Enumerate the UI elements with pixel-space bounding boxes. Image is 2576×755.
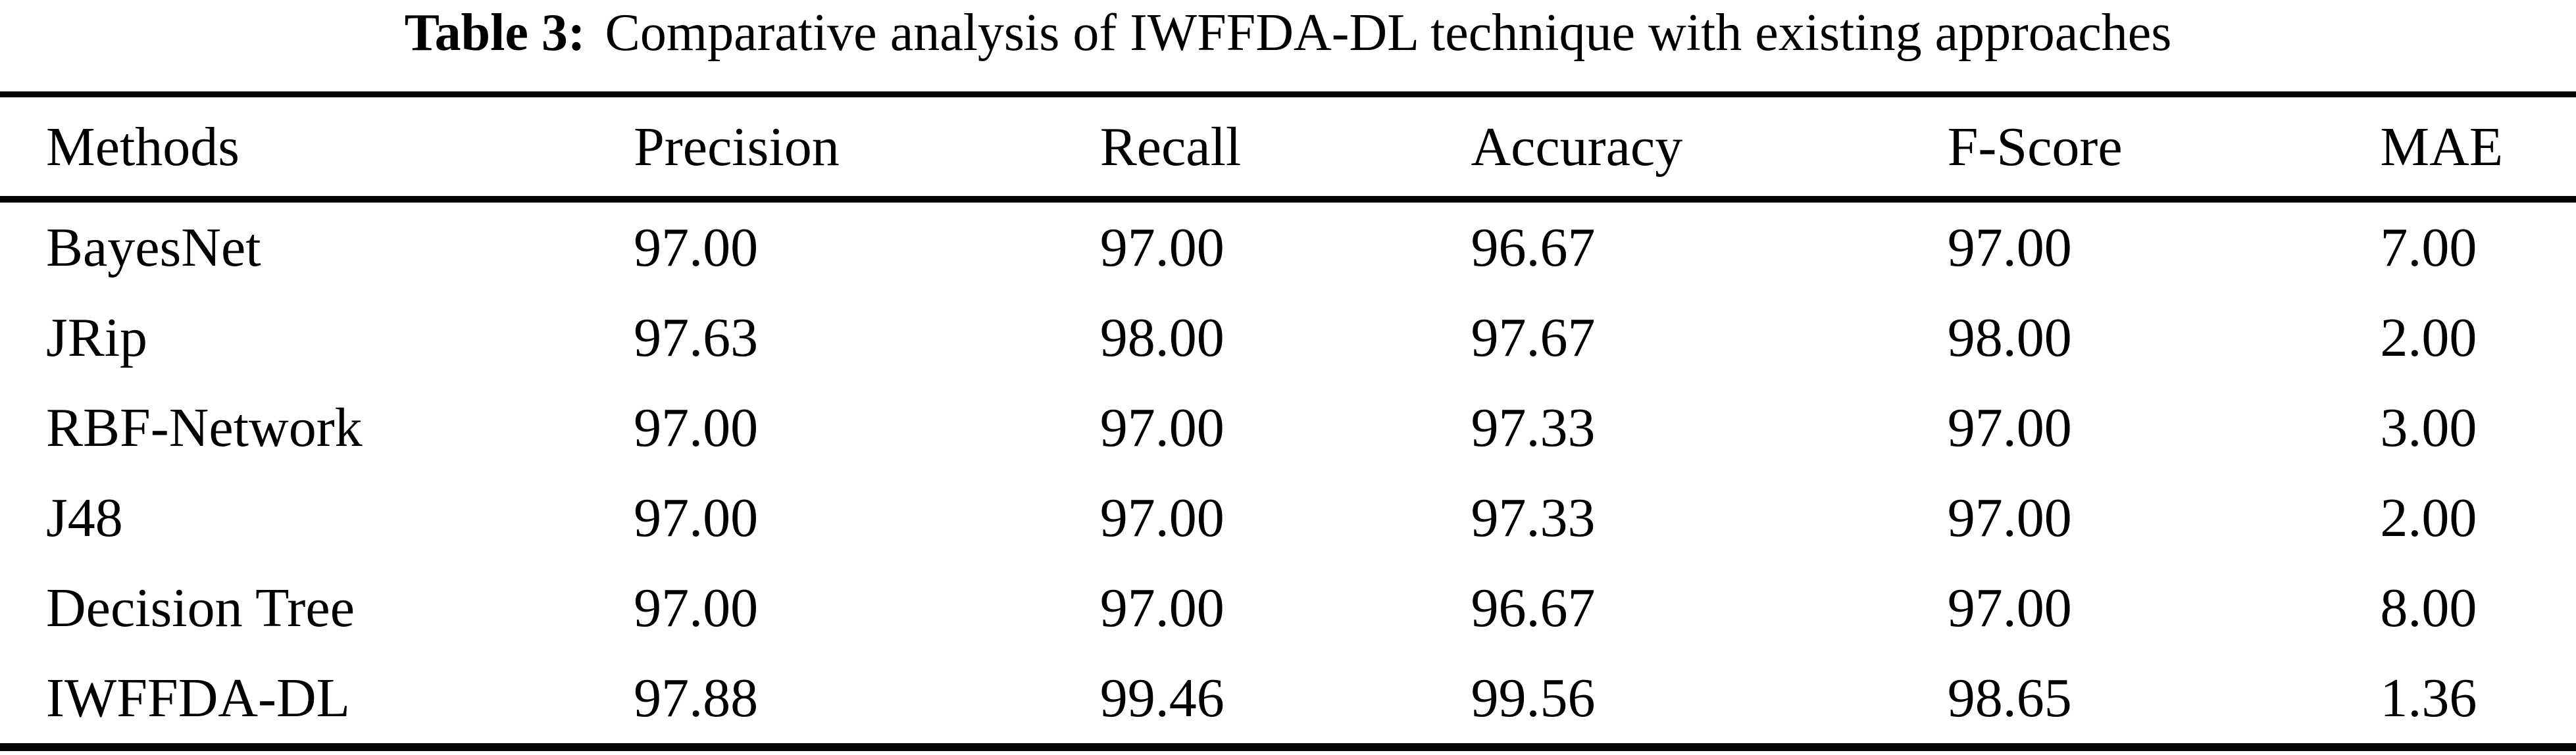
column-header-mae: MAE [2380, 94, 2576, 203]
table-row: Decision Tree 97.00 97.00 96.67 97.00 8.… [0, 563, 2576, 653]
table-caption: Table 3: Comparative analysis of IWFFDA-D… [0, 0, 2576, 91]
cell-mae: 3.00 [2380, 397, 2477, 458]
cell-accuracy: 99.56 [1471, 668, 1596, 729]
cell-method: JRip [46, 307, 148, 368]
cell-accuracy: 97.33 [1471, 487, 1596, 548]
table-row: J48 97.00 97.00 97.33 97.00 2.00 [0, 473, 2576, 563]
cell-precision: 97.63 [634, 307, 759, 368]
cell-precision: 97.88 [634, 668, 759, 729]
cell-accuracy: 96.67 [1471, 577, 1596, 639]
cell-mae: 8.00 [2380, 577, 2477, 639]
table-caption-text: Comparative analysis of IWFFDA-DL techni… [605, 4, 2172, 62]
comparison-table: Methods Precision Recall Accuracy F-Scor… [0, 91, 2576, 751]
cell-recall: 97.00 [1099, 217, 1225, 278]
cell-precision: 97.00 [634, 217, 759, 278]
cell-mae: 2.00 [2380, 487, 2477, 548]
table-caption-label: Table 3: [404, 4, 586, 62]
cell-recall: 97.00 [1099, 397, 1225, 458]
cell-recall: 98.00 [1099, 307, 1225, 368]
cell-fscore: 98.65 [1947, 668, 2072, 729]
cell-recall: 97.00 [1099, 577, 1225, 639]
cell-precision: 97.00 [634, 487, 759, 548]
table-header-row: Methods Precision Recall Accuracy F-Scor… [0, 94, 2576, 203]
cell-method: Decision Tree [46, 577, 355, 639]
cell-fscore: 97.00 [1947, 217, 2072, 278]
cell-mae: 7.00 [2380, 217, 2477, 278]
cell-recall: 99.46 [1099, 668, 1225, 729]
table-row: JRip 97.63 98.00 97.67 98.00 2.00 [0, 293, 2576, 383]
cell-accuracy: 97.33 [1471, 397, 1596, 458]
table-body: BayesNet 97.00 97.00 96.67 97.00 7.00 JR… [0, 199, 2576, 747]
cell-precision: 97.00 [634, 577, 759, 639]
cell-precision: 97.00 [634, 397, 759, 458]
cell-method: IWFFDA-DL [46, 668, 350, 729]
table-row: RBF-Network 97.00 97.00 97.33 97.00 3.00 [0, 383, 2576, 473]
cell-mae: 2.00 [2380, 307, 2477, 368]
cell-method: BayesNet [46, 217, 261, 278]
cell-fscore: 97.00 [1947, 487, 2072, 548]
cell-accuracy: 97.67 [1471, 307, 1596, 368]
cell-recall: 97.00 [1099, 487, 1225, 548]
cell-fscore: 97.00 [1947, 577, 2072, 639]
cell-fscore: 98.00 [1947, 307, 2072, 368]
cell-method: RBF-Network [46, 397, 363, 458]
cell-fscore: 97.00 [1947, 397, 2072, 458]
column-header-precision: Precision [634, 94, 1100, 203]
cell-mae: 1.36 [2380, 668, 2477, 729]
column-header-methods: Methods [0, 94, 634, 203]
table-row: IWFFDA-DL 97.88 99.46 99.56 98.65 1.36 [0, 653, 2576, 747]
cell-accuracy: 96.67 [1471, 217, 1596, 278]
column-header-fscore: F-Score [1947, 94, 2381, 203]
column-header-recall: Recall [1099, 94, 1471, 203]
column-header-accuracy: Accuracy [1471, 94, 1948, 203]
cell-method: J48 [46, 487, 123, 548]
table-row: BayesNet 97.00 97.00 96.67 97.00 7.00 [0, 199, 2576, 293]
